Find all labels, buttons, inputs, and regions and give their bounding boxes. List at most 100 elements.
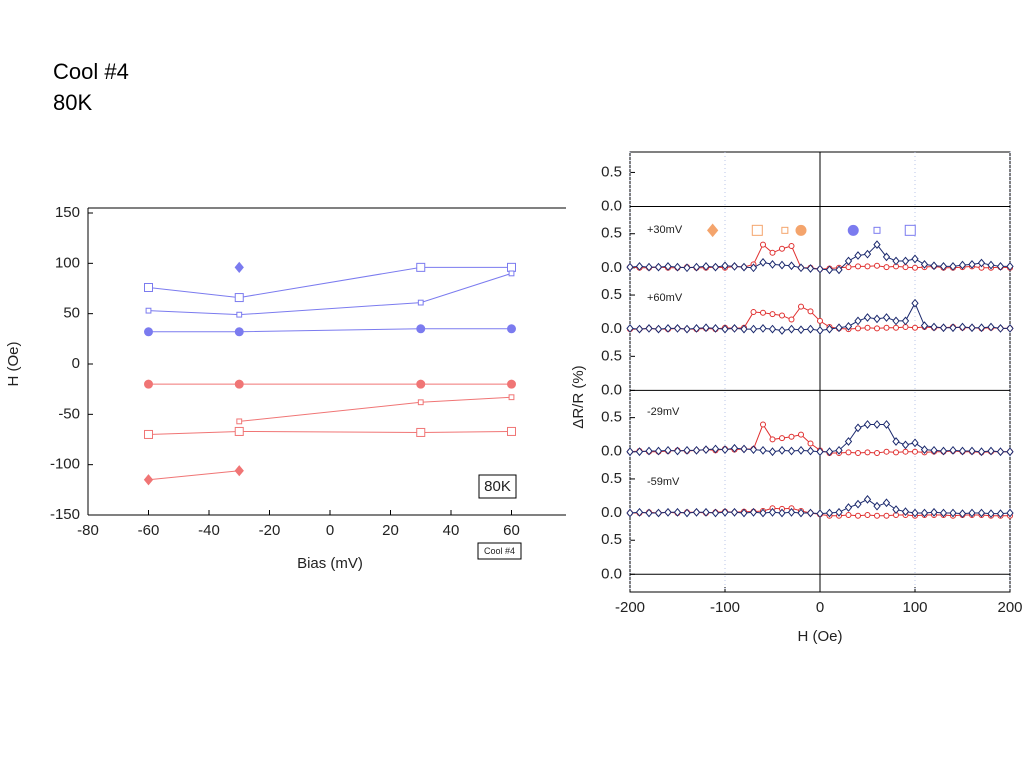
marker (769, 249, 776, 256)
marker (740, 444, 748, 454)
marker (626, 508, 634, 518)
marker (883, 512, 890, 519)
x-tick-label: 200 (997, 599, 1022, 616)
marker (730, 443, 739, 453)
marker (702, 445, 710, 455)
marker (234, 379, 244, 389)
marker (730, 507, 739, 517)
series-line (148, 470, 240, 481)
marker (996, 509, 1005, 519)
y-tick-label: 50 (63, 305, 80, 322)
marker (749, 445, 758, 455)
y-tick-label: 0.5 (601, 225, 622, 242)
marker (844, 503, 853, 512)
marker (845, 449, 852, 456)
marker (664, 262, 672, 271)
marker (977, 508, 986, 518)
marker (873, 314, 881, 324)
marker (949, 508, 957, 518)
marker (706, 223, 719, 238)
marker (882, 420, 891, 429)
marker (996, 447, 1005, 457)
marker (507, 426, 516, 436)
marker (787, 324, 796, 334)
marker (902, 448, 909, 455)
marker (787, 507, 796, 517)
marker (854, 316, 862, 326)
marker (977, 258, 986, 268)
series-line (148, 266, 512, 299)
marker (977, 447, 986, 457)
marker (1006, 508, 1014, 518)
y-tick-label: 0.5 (601, 470, 622, 487)
y-tick-label: -50 (58, 405, 80, 422)
marker (892, 316, 900, 326)
marker (711, 444, 720, 454)
marker (806, 508, 815, 518)
marker (507, 324, 516, 334)
marker (874, 325, 880, 332)
marker (855, 263, 861, 270)
marker (740, 262, 748, 272)
marker (416, 427, 426, 437)
y-tick-label: 0.5 (601, 531, 622, 548)
marker (835, 323, 843, 333)
trace-label: +30mV (647, 224, 683, 236)
y-tick-label: 0.0 (601, 197, 622, 214)
marker (626, 262, 634, 272)
marker (759, 324, 767, 333)
marker (730, 262, 739, 271)
marker (977, 323, 986, 333)
marker (835, 445, 843, 455)
y-tick-label: 0.0 (601, 381, 622, 398)
marker (1006, 262, 1014, 271)
marker (855, 325, 861, 332)
marker (507, 379, 516, 389)
marker (750, 309, 757, 316)
marker (740, 508, 748, 518)
marker (949, 445, 957, 455)
y-tick-label: -100 (50, 456, 80, 473)
marker (939, 446, 948, 456)
marker (779, 435, 785, 442)
marker (987, 509, 995, 519)
slide-title: Cool #4 (53, 59, 129, 84)
x-tick-label: -60 (138, 522, 160, 539)
marker (664, 507, 672, 517)
marker (911, 508, 919, 518)
marker (874, 262, 880, 269)
marker (673, 446, 682, 456)
marker (721, 507, 729, 517)
marker (920, 260, 929, 269)
marker (882, 498, 891, 508)
marker (645, 508, 653, 518)
trace-label: +60mV (647, 292, 683, 304)
marker (234, 327, 244, 337)
marker (987, 260, 995, 270)
marker (236, 311, 243, 318)
marker (144, 379, 153, 389)
y-tick-label: 0 (72, 355, 80, 372)
marker (816, 509, 824, 519)
marker (749, 263, 758, 273)
marker (673, 324, 682, 333)
slide-title: 80K (53, 90, 92, 115)
marker (968, 260, 976, 269)
marker (968, 508, 976, 518)
marker (893, 449, 899, 456)
marker (673, 262, 682, 272)
marker (883, 264, 890, 271)
marker (892, 256, 900, 266)
marker (778, 260, 786, 270)
marker (760, 241, 766, 248)
marker (740, 324, 748, 334)
marker (939, 323, 948, 333)
marker (417, 299, 424, 306)
marker (863, 249, 872, 259)
x-tick-label: -80 (77, 522, 99, 539)
marker (702, 262, 710, 271)
marker (825, 265, 834, 275)
marker (234, 293, 244, 303)
annotation: 80K (484, 478, 511, 495)
